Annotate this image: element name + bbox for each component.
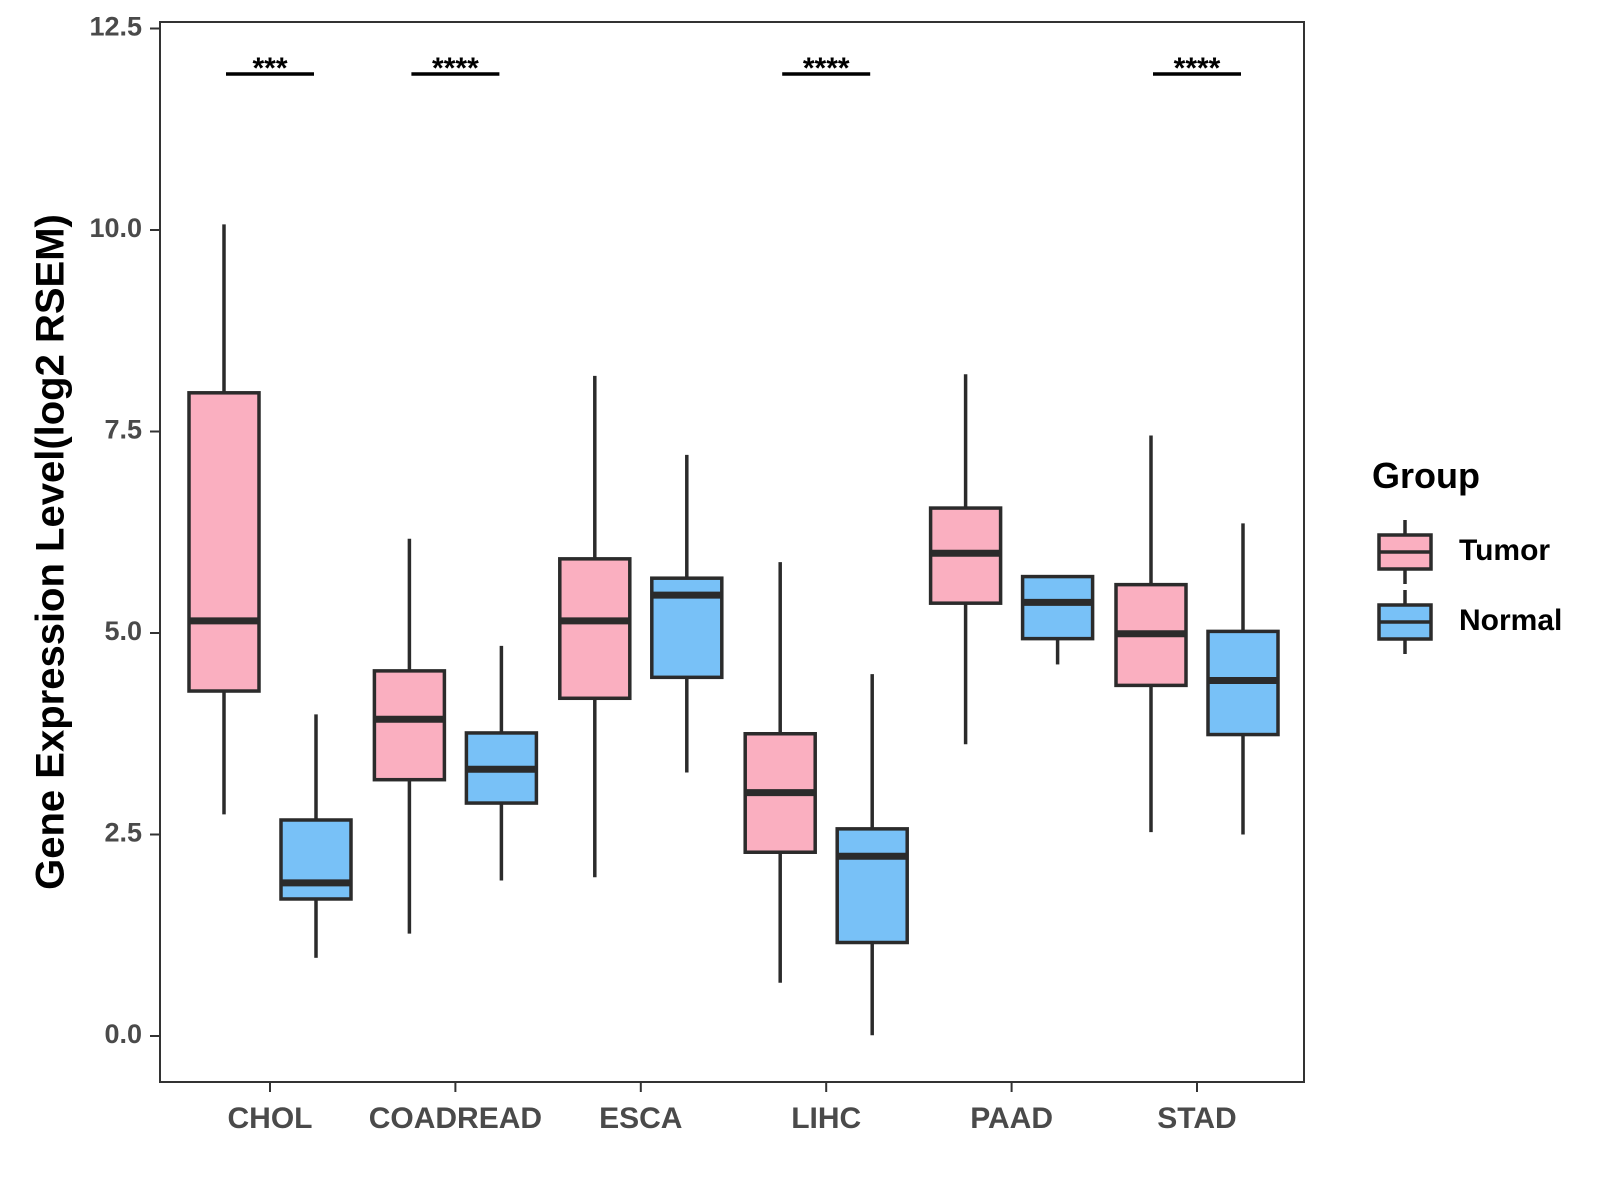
box-body [1020,574,1095,641]
box-tumor-paad [928,374,1003,745]
box-tumor-chol [187,224,261,815]
significance-label: **** [1174,52,1221,85]
box-normal-paad [1020,574,1095,665]
box-body [558,557,632,701]
box-normal-esca [650,454,724,773]
box-body [835,827,909,945]
box-body [187,391,261,693]
x-tick-label-stad: STAD [1157,1102,1236,1135]
plot-panel-border [159,21,1305,1083]
box-normal-coadread [464,645,539,881]
x-tick-label-chol: CHOL [228,1102,313,1135]
y-tick-label: 10.0 [89,213,142,243]
x-tick-label-coadread: COADREAD [369,1102,542,1135]
significance-label: *** [252,52,287,85]
box-normal-lihc [835,674,909,1036]
y-tick-label: 0.0 [104,1019,142,1049]
box-tumor-coadread [372,538,447,934]
legend-title: Group [1372,455,1480,496]
significance-label: **** [803,52,850,85]
box-tumor-lihc [743,562,817,983]
x-tick-label-lihc: LIHC [791,1102,861,1135]
box-normal-stad [1206,523,1280,835]
y-tick-label: 7.5 [104,415,142,445]
significance-label: **** [432,52,479,85]
box-tumor-stad [1114,435,1188,833]
y-tick-label: 12.5 [89,12,142,42]
box-body [372,669,447,782]
box-body [279,818,353,901]
y-tick-label: 2.5 [104,818,142,848]
legend-item-normal: Normal [1377,590,1562,654]
legend-item-tumor: Tumor [1377,520,1550,584]
y-axis-title: Gene Expression Level(log2 RSEM) [29,214,73,890]
box-normal-chol [279,714,353,958]
legend: Group Tumor Normal [1372,455,1562,654]
y-tick-label: 5.0 [104,616,142,646]
legend-label: Tumor [1459,534,1550,567]
x-tick-label-paad: PAAD [970,1102,1053,1135]
x-tick-label-esca: ESCA [599,1102,682,1135]
legend-label: Normal [1459,604,1562,637]
box-tumor-esca [558,375,632,878]
